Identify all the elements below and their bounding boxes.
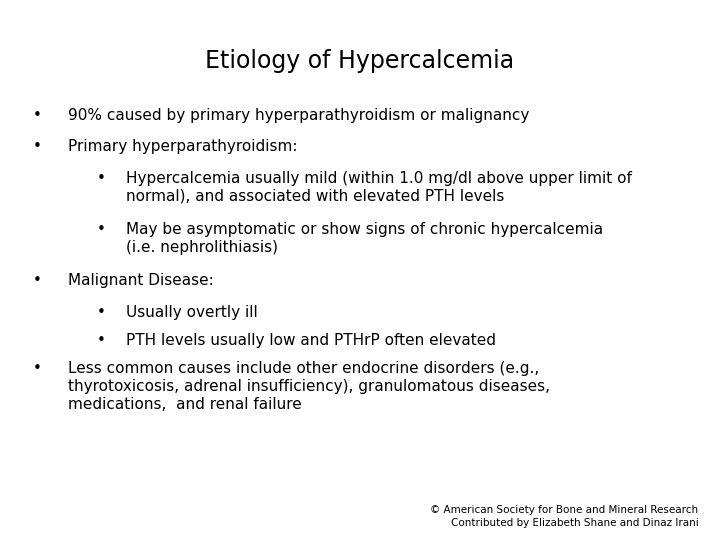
Text: •: • bbox=[32, 273, 41, 288]
Text: Usually overtly ill: Usually overtly ill bbox=[126, 305, 258, 320]
Text: Primary hyperparathyroidism:: Primary hyperparathyroidism: bbox=[68, 139, 298, 154]
Text: 90% caused by primary hyperparathyroidism or malignancy: 90% caused by primary hyperparathyroidis… bbox=[68, 108, 530, 123]
Text: © American Society for Bone and Mineral Research
Contributed by Elizabeth Shane : © American Society for Bone and Mineral … bbox=[431, 505, 698, 528]
Text: •: • bbox=[32, 139, 41, 154]
Text: •: • bbox=[97, 171, 106, 186]
Text: •: • bbox=[32, 108, 41, 123]
Text: Less common causes include other endocrine disorders (e.g.,
thyrotoxicosis, adre: Less common causes include other endocri… bbox=[68, 361, 550, 411]
Text: Etiology of Hypercalcemia: Etiology of Hypercalcemia bbox=[205, 49, 515, 72]
Text: Malignant Disease:: Malignant Disease: bbox=[68, 273, 214, 288]
Text: PTH levels usually low and PTHrP often elevated: PTH levels usually low and PTHrP often e… bbox=[126, 333, 496, 348]
Text: •: • bbox=[32, 361, 41, 376]
Text: •: • bbox=[97, 305, 106, 320]
Text: •: • bbox=[97, 333, 106, 348]
Text: Hypercalcemia usually mild (within 1.0 mg/dl above upper limit of
normal), and a: Hypercalcemia usually mild (within 1.0 m… bbox=[126, 171, 632, 204]
Text: May be asymptomatic or show signs of chronic hypercalcemia
(i.e. nephrolithiasis: May be asymptomatic or show signs of chr… bbox=[126, 222, 603, 255]
Text: •: • bbox=[97, 222, 106, 237]
